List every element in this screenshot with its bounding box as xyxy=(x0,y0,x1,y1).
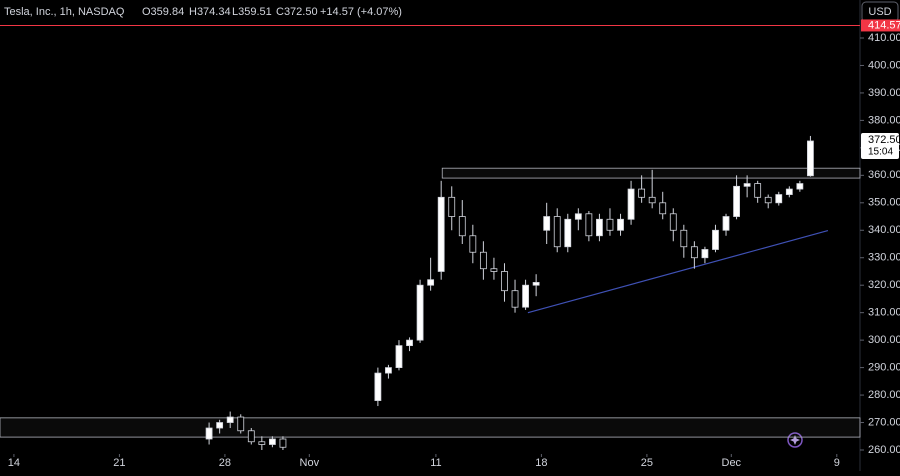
candle-body xyxy=(543,216,551,231)
candle-body xyxy=(701,249,709,259)
y-tick-label: 380.00 xyxy=(868,114,900,126)
candle-body xyxy=(448,196,456,217)
y-tick-label: 360.00 xyxy=(868,169,900,181)
candle-body xyxy=(733,185,740,217)
trendline xyxy=(527,229,829,314)
alert-label-bg xyxy=(861,19,900,32)
candle-body xyxy=(564,218,572,248)
candle-body xyxy=(574,213,582,220)
candle-body xyxy=(585,213,593,237)
candle-body xyxy=(807,140,814,177)
x-tick-label: 28 xyxy=(219,457,231,469)
candle-body xyxy=(669,213,677,231)
y-tick-label: 300.00 xyxy=(868,334,900,346)
candle-body xyxy=(743,183,751,187)
x-tick-label: 21 xyxy=(113,457,125,469)
candle-body xyxy=(226,416,234,423)
x-tick-label: Dec xyxy=(722,457,742,469)
candle-body xyxy=(490,268,498,272)
y-tick-label: 410.00 xyxy=(868,32,900,44)
candle-body xyxy=(258,441,266,445)
ohlc-close: C372.50 xyxy=(276,6,318,18)
y-tick-label: 260.00 xyxy=(868,444,900,456)
y-tick-label: 330.00 xyxy=(868,252,900,264)
candle-body xyxy=(216,422,224,429)
candle-body xyxy=(532,282,540,286)
y-tick-label: 290.00 xyxy=(868,362,900,374)
x-tick-label: 18 xyxy=(535,457,547,469)
candle-body xyxy=(659,202,667,215)
candle-body xyxy=(712,229,719,250)
candle-body xyxy=(406,339,413,347)
event-icon-star xyxy=(790,435,800,445)
y-tick-label: 400.00 xyxy=(868,59,900,71)
candle-body xyxy=(690,246,698,259)
alert-label: 414.57 xyxy=(868,19,900,31)
x-tick-label: 11 xyxy=(430,457,441,469)
candle-body xyxy=(479,251,487,270)
candle-body xyxy=(427,279,435,286)
y-tick-label: 270.00 xyxy=(868,416,900,428)
y-tick-label: 340.00 xyxy=(868,224,900,236)
y-tick-label: 350.00 xyxy=(868,197,900,209)
ohlc-high: H374.34 xyxy=(189,6,231,18)
candle-body xyxy=(606,218,614,231)
candle-body xyxy=(522,284,529,308)
candle-body xyxy=(553,216,561,248)
candle-body xyxy=(237,416,245,432)
y-tick-label: 390.00 xyxy=(868,87,900,99)
candle-body xyxy=(469,235,477,253)
y-tick-label: 280.00 xyxy=(868,389,900,401)
candle-body xyxy=(279,438,287,448)
candle-body xyxy=(501,271,508,292)
x-tick-label: 14 xyxy=(8,457,20,469)
x-tick-label: 25 xyxy=(641,457,653,469)
candle-body xyxy=(785,188,793,195)
candle-body xyxy=(627,188,635,220)
candle-body xyxy=(511,290,519,308)
candle-body xyxy=(374,372,382,401)
candle-body xyxy=(617,218,624,231)
candle-body xyxy=(458,216,466,237)
candle-body xyxy=(638,188,646,198)
candle-body xyxy=(764,196,772,204)
candle-body xyxy=(268,438,276,445)
candle-body xyxy=(775,194,783,204)
last-price-bg xyxy=(861,133,899,159)
candle-body xyxy=(385,367,392,374)
candle-body xyxy=(247,430,255,443)
ohlc-low: L359.51 xyxy=(232,6,272,18)
ohlc-open: O359.84 xyxy=(142,6,184,18)
currency-label[interactable]: USD xyxy=(868,6,891,18)
y-tick-label: 320.00 xyxy=(868,279,900,291)
candle-body xyxy=(416,284,424,341)
candle-body xyxy=(680,229,688,248)
zone xyxy=(441,167,861,179)
chart-title: Tesla, Inc., 1h, NASDAQ xyxy=(4,6,125,18)
y-tick-label: 310.00 xyxy=(868,307,900,319)
candle-body xyxy=(437,196,445,272)
candle-body xyxy=(796,183,804,190)
x-tick-label: 9 xyxy=(834,457,840,469)
candle-body xyxy=(722,216,730,231)
change: +14.57 (+4.07%) xyxy=(320,6,402,18)
zone xyxy=(0,417,861,438)
candle-body xyxy=(395,345,403,369)
candle-body xyxy=(648,196,656,204)
event-icon[interactable] xyxy=(787,432,803,448)
last-price-label: 372.50 xyxy=(868,134,900,146)
x-tick-label: Nov xyxy=(300,457,320,469)
candle-body xyxy=(205,427,213,440)
candle-body xyxy=(754,183,762,198)
candle-body xyxy=(596,218,603,237)
countdown-label: 15:04 xyxy=(868,147,893,158)
